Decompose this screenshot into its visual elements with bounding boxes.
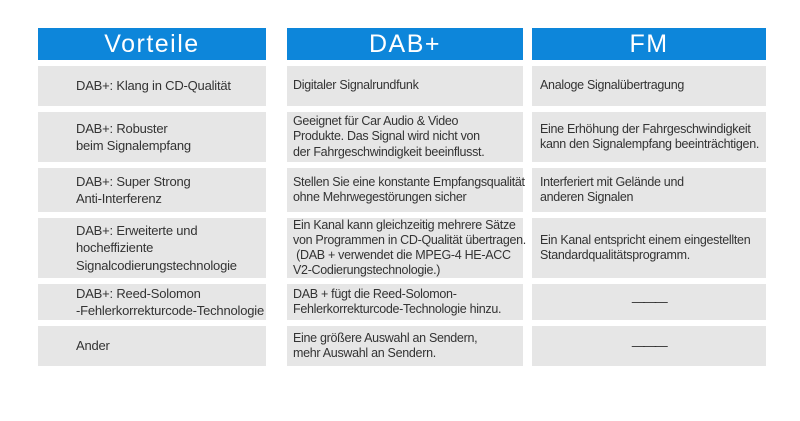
column-header-fm: FM [532, 28, 766, 60]
cell-vorteile-row-3-text: DAB+: Super Strong Anti-Interferenz [76, 173, 191, 207]
cell-dab-row-1: Digitaler Signalrundfunk [287, 66, 523, 106]
cell-dab-row-2: Geeignet für Car Audio & Video Produkte.… [287, 112, 523, 162]
cell-vorteile-row-2: DAB+: Robuster beim Signalempfang [38, 112, 266, 162]
cell-dab-row-6: Eine größere Auswahl an Sendern, mehr Au… [287, 326, 523, 366]
cell-vorteile-row-3: DAB+: Super Strong Anti-Interferenz [38, 168, 266, 212]
cell-vorteile-row-6: Ander [38, 326, 266, 366]
cell-dab-row-4: Ein Kanal kann gleichzeitig mehrere Sätz… [287, 218, 526, 278]
column-fm: FM Analoge Signalübertragung Eine Erhöhu… [532, 28, 766, 366]
cell-fm-row-6: ——— [532, 326, 766, 366]
cell-dab-row-5-text: DAB + fügt die Reed-Solomon- Fehlerkorre… [293, 286, 502, 317]
cell-fm-row-3: Interferiert mit Gelände und anderen Sig… [532, 168, 766, 212]
cell-dab-row-2-text: Geeignet für Car Audio & Video Produkte.… [293, 113, 485, 159]
cell-vorteile-row-6-text: Ander [76, 338, 110, 354]
cell-vorteile-row-1-text: DAB+: Klang in CD-Qualität [76, 78, 231, 94]
column-header-vorteile-label: Vorteile [104, 29, 200, 58]
column-dab: DAB+ Digitaler Signalrundfunk Geeignet f… [287, 28, 526, 366]
dash-placeholder: ——— [631, 338, 668, 354]
cell-vorteile-row-5-text: DAB+: Reed-Solomon -Fehlerkorrekturcode-… [76, 285, 264, 319]
cell-fm-row-2-text: Eine Erhöhung der Fahrgeschwindigkeit ka… [540, 121, 760, 152]
column-header-vorteile: Vorteile [38, 28, 266, 60]
cell-fm-row-4-text: Ein Kanal entspricht einem eingestellten… [540, 232, 751, 263]
cell-dab-row-4-text: Ein Kanal kann gleichzeitig mehrere Sätz… [293, 218, 526, 277]
cell-dab-row-3-text: Stellen Sie eine konstante Empfangsquali… [293, 174, 525, 205]
cell-dab-row-6-text: Eine größere Auswahl an Sendern, mehr Au… [293, 330, 478, 361]
column-vorteile: Vorteile DAB+: Klang in CD-Qualität DAB+… [38, 28, 266, 366]
column-header-fm-label: FM [629, 29, 669, 58]
cell-vorteile-row-5: DAB+: Reed-Solomon -Fehlerkorrekturcode-… [38, 284, 266, 320]
cell-vorteile-row-4-text: DAB+: Erweiterte und hocheffiziente Sign… [76, 222, 237, 273]
cell-vorteile-row-2-text: DAB+: Robuster beim Signalempfang [76, 120, 191, 154]
cell-dab-row-3: Stellen Sie eine konstante Empfangsquali… [287, 168, 525, 212]
cell-dab-row-5: DAB + fügt die Reed-Solomon- Fehlerkorre… [287, 284, 523, 320]
cell-dab-row-1-text: Digitaler Signalrundfunk [293, 78, 419, 93]
cell-fm-row-3-text: Interferiert mit Gelände und anderen Sig… [540, 174, 684, 205]
column-header-dab: DAB+ [287, 28, 523, 60]
cell-vorteile-row-1: DAB+: Klang in CD-Qualität [38, 66, 266, 106]
cell-fm-row-5: ——— [532, 284, 766, 320]
dash-placeholder: ——— [631, 294, 668, 310]
cell-vorteile-row-4: DAB+: Erweiterte und hocheffiziente Sign… [38, 218, 266, 278]
cell-fm-row-1-text: Analoge Signalübertragung [540, 78, 685, 93]
column-header-dab-label: DAB+ [368, 29, 441, 58]
cell-fm-row-2: Eine Erhöhung der Fahrgeschwindigkeit ka… [532, 112, 766, 162]
cell-fm-row-4: Ein Kanal entspricht einem eingestellten… [532, 218, 766, 278]
cell-fm-row-1: Analoge Signalübertragung [532, 66, 766, 106]
